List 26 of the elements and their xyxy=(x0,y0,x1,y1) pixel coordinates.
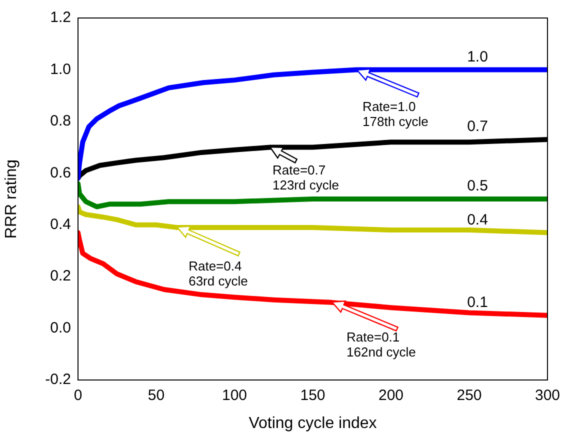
x-tick-label: 250 xyxy=(456,387,482,404)
y-tick-label: 0.2 xyxy=(50,268,71,285)
y-axis-title: RRR rating xyxy=(3,159,20,239)
series-label: 0.7 xyxy=(467,118,488,136)
annotation: Rate=0.7 123rd cycle xyxy=(272,162,339,192)
y-tick-label: 0.4 xyxy=(50,216,71,233)
y-tick-label: 1.2 xyxy=(50,9,71,26)
y-tick-label: 0.0 xyxy=(50,319,71,336)
series-label: 0.5 xyxy=(467,178,488,195)
series-label: 1.0 xyxy=(467,48,488,66)
y-tick-label: 0.8 xyxy=(50,112,71,130)
x-tick-label: 50 xyxy=(148,387,165,404)
y-tick-label: -0.2 xyxy=(45,371,71,388)
series-label: 0.1 xyxy=(467,294,488,311)
series-label: 0.4 xyxy=(467,211,488,228)
y-tick-label: 0.6 xyxy=(50,164,71,182)
annotation: Rate=1.0 178th cycle xyxy=(362,98,428,129)
y-tick-label: 1.0 xyxy=(50,60,71,78)
x-tick-label: 200 xyxy=(378,387,404,404)
x-tick-label: 0 xyxy=(74,387,82,404)
annotation: Rate=0.4 63rd cycle xyxy=(188,258,248,289)
x-axis-title: Voting cycle index xyxy=(248,414,377,432)
x-tick-label: 150 xyxy=(300,387,326,404)
x-tick-label: 100 xyxy=(222,387,248,404)
annotation: Rate=0.1 162nd cycle xyxy=(346,330,416,360)
x-tick-label: 300 xyxy=(534,387,560,404)
